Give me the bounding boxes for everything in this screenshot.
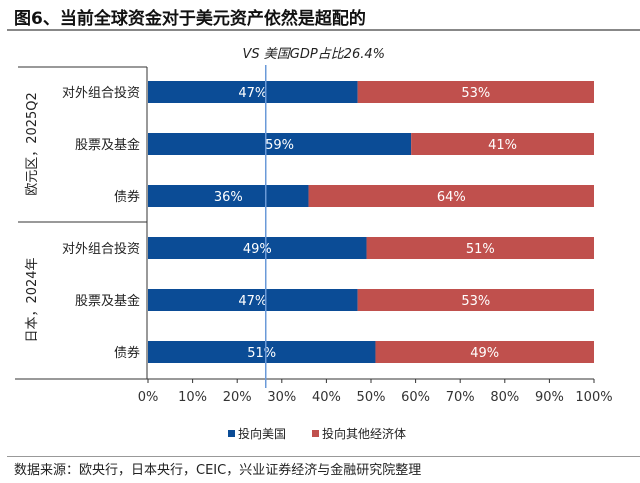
data-label: 53%: [461, 86, 490, 101]
group-label: 日本，2024年: [25, 257, 40, 342]
bar-segment-other: [366, 237, 594, 259]
data-label: 59%: [265, 138, 294, 153]
data-label: 49%: [470, 346, 499, 361]
data-label: 41%: [488, 138, 517, 153]
x-tick-label: 90%: [535, 390, 564, 405]
bar-segment-other: [357, 81, 594, 103]
bar-segment-other: [357, 289, 594, 311]
category-label: 股票及基金: [75, 137, 140, 153]
x-tick-label: 40%: [312, 390, 341, 405]
bar-segment-us: [148, 185, 309, 207]
reference-line-label: VS 美国GDP占比26.4%: [242, 47, 385, 62]
legend-label: 投向美国: [238, 426, 286, 441]
bar-segment-us: [148, 133, 412, 155]
group-label: 欧元区，2025Q2: [25, 92, 40, 196]
x-tick-label: 20%: [223, 390, 252, 405]
bar-segment-other: [375, 341, 594, 363]
source-note: 数据来源：欧央行，日本央行，CEIC，兴业证券经济与金融研究院整理: [14, 463, 422, 478]
chart-title: 图6、当前全球资金对于美元资产依然是超配的: [14, 9, 366, 29]
x-tick-label: 0%: [138, 390, 159, 405]
category-label: 债券: [114, 345, 140, 361]
source-rule: [7, 456, 640, 457]
x-tick-label: 30%: [267, 390, 296, 405]
bar-segment-us: [148, 237, 367, 259]
x-tick-label: 50%: [357, 390, 386, 405]
bar-segment-us: [148, 81, 358, 103]
data-label: 47%: [238, 86, 267, 101]
legend-swatch: [312, 430, 319, 437]
data-label: 36%: [214, 190, 243, 205]
data-label: 64%: [437, 190, 466, 205]
legend-swatch: [228, 430, 235, 437]
data-label: 53%: [461, 294, 490, 309]
bar-segment-us: [148, 341, 376, 363]
data-label: 51%: [466, 242, 495, 257]
bar-segment-us: [148, 289, 358, 311]
x-tick-label: 60%: [401, 390, 430, 405]
category-label: 对外组合投资: [62, 241, 140, 257]
x-tick-label: 10%: [178, 390, 207, 405]
data-label: 49%: [243, 242, 272, 257]
data-label: 47%: [238, 294, 267, 309]
bar-segment-other: [411, 133, 594, 155]
x-tick-label: 70%: [446, 390, 475, 405]
category-label: 债券: [114, 189, 140, 205]
x-tick-label: 100%: [575, 390, 612, 405]
category-label: 对外组合投资: [62, 85, 140, 101]
title-rule: [7, 29, 640, 31]
x-tick-label: 80%: [490, 390, 519, 405]
bar-segment-other: [308, 185, 594, 207]
legend-label: 投向其他经济体: [322, 426, 406, 441]
data-label: 51%: [247, 346, 276, 361]
category-label: 股票及基金: [75, 293, 140, 309]
